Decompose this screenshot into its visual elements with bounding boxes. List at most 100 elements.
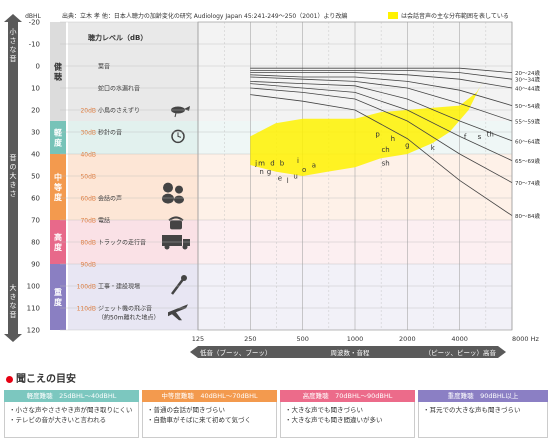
quiet-label: さ	[10, 37, 17, 45]
phoneme-label: n	[259, 168, 263, 176]
phoneme-label: ch	[381, 146, 389, 154]
guide-category: 中等度難聴 40dBHL～70dBHL ・普通の会話が聞きづらい ・自動車がそばに来…	[142, 390, 277, 438]
guide-item: ・テレビの音が大きいと言われる	[9, 416, 107, 424]
band-4	[68, 264, 198, 330]
y-tick-label: 110	[27, 305, 40, 313]
phoneme-label: h	[391, 135, 395, 143]
band-0	[68, 22, 198, 121]
guide-category-body: ・普通の会話が聞きづらい ・自動車がそばに来て初めて気づく	[142, 402, 277, 438]
source-citation: 出典：立木 孝 他：日本人聴力の加齢変化の研究 Audiology Japan …	[62, 12, 347, 20]
guide-item: ・自動車がそばに来て初めて気づく	[147, 416, 251, 424]
phoneme-label: b	[280, 159, 285, 167]
quiet-label: 音	[10, 54, 17, 63]
band-label-1: 度	[54, 138, 63, 148]
y-unit: dBHL	[25, 13, 41, 20]
legend-label: は会話音声の主な分布範囲を表している	[401, 12, 509, 20]
x-tick-label: 1000	[347, 335, 364, 343]
phoneme-label: u	[293, 173, 297, 181]
phoneme-label: i	[297, 157, 299, 165]
phoneme-label: m	[258, 159, 265, 167]
x-axis-label: 周波数・音程	[331, 348, 371, 357]
speech-banana-region	[250, 79, 486, 176]
clock-icon	[171, 129, 185, 144]
sound-level: 90dB	[80, 262, 96, 269]
x-tick-label: 125	[192, 335, 204, 343]
plane-icon	[168, 304, 188, 321]
series-label: 70～74歳	[515, 179, 540, 187]
guide-item: ・大きな声でも聞き間違いが多い	[285, 416, 383, 424]
phoneme-label: sh	[382, 159, 390, 167]
series-label: 80～84歳	[515, 212, 540, 220]
arrow-right-icon	[498, 346, 506, 358]
loud-label: 音	[10, 310, 17, 319]
series-label: 20～24歳	[515, 69, 540, 77]
y-tick-label: -20	[29, 19, 40, 27]
band-label-0: 健	[54, 62, 62, 72]
guide-item: ・大きな声でも聞きづらい	[285, 406, 363, 414]
x-tick-label: 2000	[399, 335, 416, 343]
y-tick-label: 90	[31, 261, 40, 269]
phoneme-label: l	[287, 177, 289, 185]
guide-category-body: ・大きな声でも聞きづらい・大きな声でも聞き間違いが多い	[280, 402, 415, 438]
series-line-4	[250, 76, 513, 122]
y-tick-label: 10	[31, 85, 40, 93]
band-label-bg-1	[50, 121, 66, 154]
guide-category-header: 高度難聴 70dBHL～90dBHL	[280, 390, 415, 402]
loudness-label: の	[10, 163, 17, 171]
bullet-icon	[6, 375, 13, 383]
band-label-4: 度	[54, 297, 63, 307]
loudness-label: さ	[10, 190, 17, 198]
series-label: 40～44歳	[515, 85, 540, 93]
y-tick-label: 70	[31, 217, 40, 225]
y-tick-label: 20	[31, 107, 40, 115]
y-tick-label: 60	[31, 195, 40, 203]
band-label-bg-3	[50, 220, 66, 264]
phoneme-label: j	[254, 159, 257, 167]
arrow-left-icon	[190, 346, 198, 358]
phoneme-label: f	[464, 133, 467, 141]
sound-level: 100dB	[77, 284, 96, 291]
sound-level: 40dB	[80, 152, 96, 159]
loudness-arrow	[8, 22, 18, 334]
loud-label: な	[10, 302, 17, 310]
guide-category-header: 重度難聴 90dBHL以上	[418, 390, 548, 402]
low-pitch-label: 低音（ブーッ、ブーッ）	[200, 348, 271, 357]
phoneme-label: g	[267, 168, 271, 176]
x-tick-label: 8000 Hz	[512, 335, 539, 343]
series-line-3	[250, 74, 513, 106]
band-label-3: 度	[54, 242, 63, 252]
y-tick-label: 80	[31, 239, 40, 247]
series-line-8	[250, 94, 513, 216]
sound-level: 110dB	[77, 306, 96, 313]
sound-label: ジェット機の飛ぶ音	[98, 305, 152, 313]
sound-label: 電話	[98, 217, 110, 225]
quiet-label: 小	[10, 27, 17, 36]
phoneme-label: d	[270, 159, 274, 167]
band-label-2: 中	[54, 172, 62, 182]
quiet-label: な	[10, 46, 17, 54]
legend-swatch	[388, 12, 398, 19]
guide-item: ・耳元での大きな声も聞きづらい	[423, 406, 521, 414]
sound-label: 秒針の音	[98, 129, 122, 137]
band-label-bg-2	[50, 154, 66, 220]
band-label-3: 高	[54, 232, 62, 242]
band-1	[68, 121, 198, 154]
y-tick-label: 50	[31, 173, 40, 181]
loudness-label: き	[10, 181, 17, 189]
guide-category: 高度難聴 70dBHL～90dBHL ・大きな声でも聞きづらい ・大きな声でも聞き間…	[280, 390, 415, 438]
loudness-label: 大	[10, 171, 17, 180]
phoneme-label: s	[478, 133, 482, 141]
sound-label: 葉音	[98, 63, 110, 71]
guide-category-header: 軽度難聴 25dBHL～40dBHL	[4, 390, 139, 402]
sound-level: 30dB	[80, 130, 96, 137]
guide-title: 聞こえの目安	[6, 370, 76, 385]
band-label-bg-0	[50, 22, 66, 121]
high-pitch-label: （ピーッ、ピーッ）高音	[425, 348, 497, 357]
series-line-5	[250, 81, 513, 142]
series-label: 65～69歳	[515, 157, 540, 165]
band-label-2: 等	[53, 182, 62, 192]
band-label-2: 度	[54, 192, 63, 202]
guide-category-header: 中等度難聴 40dBHL～70dBHL	[142, 390, 277, 402]
series-line-0	[250, 67, 513, 73]
y-tick-label: 40	[31, 151, 40, 159]
